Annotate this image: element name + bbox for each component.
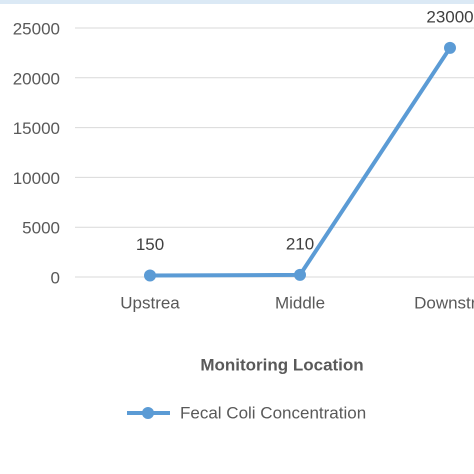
x-tick-label: Middle	[275, 293, 325, 312]
data-label: 150	[136, 235, 164, 254]
y-tick-label: 0	[51, 268, 60, 287]
legend-marker	[142, 407, 154, 419]
legend-label: Fecal Coli Concentration	[180, 403, 366, 422]
point	[294, 268, 306, 281]
x-tick-label: Downstre	[414, 293, 474, 312]
y-tick-label: 10000	[13, 169, 60, 188]
data-label: 210	[286, 234, 314, 253]
data-label: 23000	[426, 7, 473, 26]
y-tick-label: 25000	[13, 19, 60, 38]
x-tick-label: Upstrea	[120, 293, 180, 312]
top-border	[0, 0, 474, 4]
point	[444, 41, 456, 54]
x-axis-title: Monitoring Location	[200, 355, 363, 374]
y-tick-label: 20000	[13, 69, 60, 88]
point	[144, 269, 156, 282]
y-tick-label: 15000	[13, 119, 60, 138]
y-tick-label: 5000	[22, 219, 60, 238]
